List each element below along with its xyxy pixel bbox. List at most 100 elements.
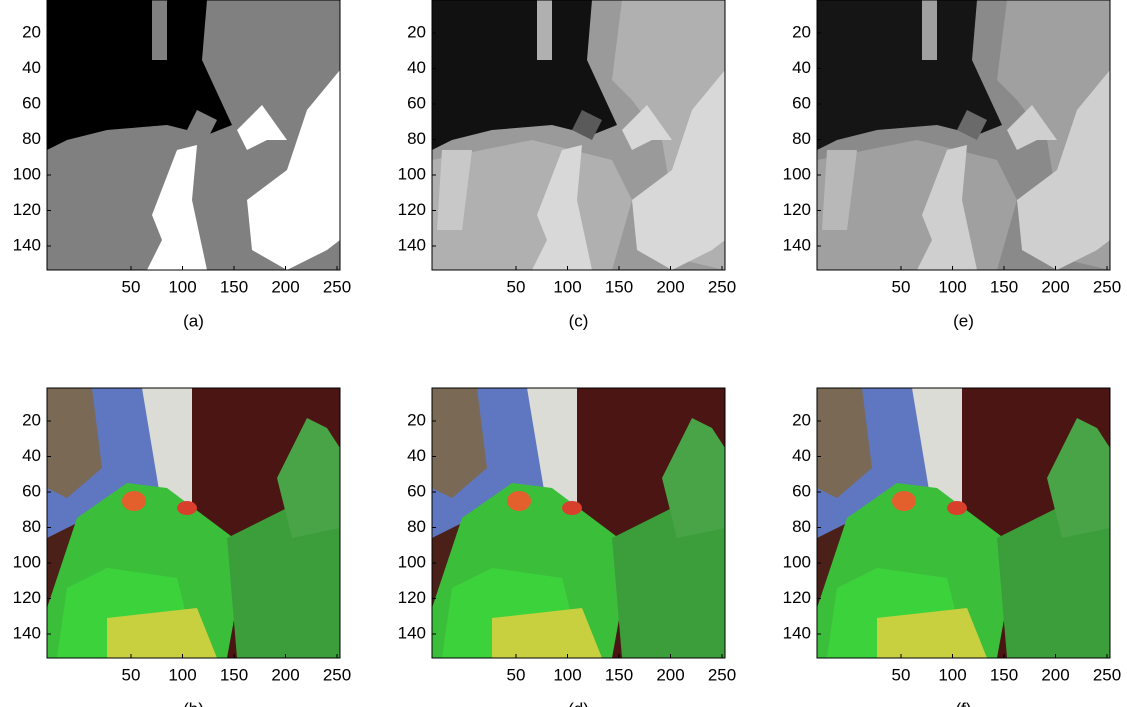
x-tick-label: 100 (553, 665, 581, 684)
y-tick-label: 140 (398, 235, 426, 254)
y-tick-label: 140 (783, 623, 811, 642)
panel-label: (c) (569, 311, 589, 330)
y-tick-label: 80 (407, 129, 426, 148)
y-tick-label: 80 (407, 517, 426, 536)
image (432, 0, 725, 270)
x-tick-label: 50 (892, 665, 911, 684)
y-tick-label: 100 (783, 552, 811, 571)
x-tick-label: 200 (271, 665, 299, 684)
y-tick-label: 100 (13, 552, 41, 571)
region (537, 0, 552, 60)
y-tick-label: 80 (792, 129, 811, 148)
page: 50 100 150 200 250 20 40 60 80 100 120 140 (a) 50 100 1… (0, 0, 1127, 707)
y-tick-label: 60 (792, 93, 811, 112)
panel-label: (d) (568, 699, 589, 707)
x-tick-label: 100 (938, 277, 966, 296)
x-tick-label: 200 (656, 665, 684, 684)
y-tick-label: 40 (407, 446, 426, 465)
x-tick-label: 150 (220, 665, 248, 684)
figure: 50 100 150 200 250 20 40 60 80 100 120 140 (a) 50 100 1… (0, 0, 1127, 707)
y-tick-label: 60 (407, 93, 426, 112)
panel: 50 100 150 200 250 20 40 60 80 100 120 140 (a) (13, 0, 352, 330)
eye (562, 501, 582, 515)
image (47, 388, 340, 658)
y-tick-label: 20 (407, 410, 426, 429)
y-tick-label: 20 (792, 410, 811, 429)
x-tick-label: 200 (271, 277, 299, 296)
eye (892, 491, 916, 511)
eye (947, 501, 967, 515)
y-tick-label: 120 (398, 588, 426, 607)
x-tick-label: 50 (122, 665, 141, 684)
x-tick-label: 50 (507, 277, 526, 296)
y-tick-label: 100 (398, 552, 426, 571)
x-tick-label: 250 (708, 277, 736, 296)
x-tick-label: 50 (122, 277, 141, 296)
image (432, 388, 725, 658)
y-tick-label: 40 (22, 58, 41, 77)
y-tick-label: 20 (792, 22, 811, 41)
y-tick-label: 140 (398, 623, 426, 642)
x-tick-label: 100 (938, 665, 966, 684)
x-tick-label: 200 (656, 277, 684, 296)
y-tick-label: 80 (22, 129, 41, 148)
y-tick-label: 100 (783, 164, 811, 183)
y-tick-label: 60 (407, 481, 426, 500)
image (47, 0, 340, 270)
panel-label: (e) (953, 311, 974, 330)
y-tick-label: 60 (22, 93, 41, 112)
x-tick-label: 100 (168, 277, 196, 296)
x-tick-label: 150 (605, 665, 633, 684)
x-tick-label: 100 (168, 665, 196, 684)
x-tick-label: 150 (990, 277, 1018, 296)
y-tick-label: 40 (22, 446, 41, 465)
x-tick-label: 250 (323, 277, 351, 296)
y-tick-label: 80 (792, 517, 811, 536)
x-tick-label: 100 (553, 277, 581, 296)
y-tick-label: 100 (13, 164, 41, 183)
eye (507, 491, 531, 511)
x-tick-label: 200 (1041, 665, 1069, 684)
panel-label: (a) (183, 311, 204, 330)
x-tick-label: 150 (990, 665, 1018, 684)
y-tick-label: 40 (792, 446, 811, 465)
region (152, 0, 167, 60)
panel: 50 100 150 200 250 20 40 60 80 100 120 140 (d) (398, 388, 737, 707)
y-tick-label: 120 (783, 200, 811, 219)
panel: 50 100 150 200 250 20 40 60 80 100 120 140 (f) (783, 388, 1122, 707)
y-tick-label: 120 (398, 200, 426, 219)
eye (122, 491, 146, 511)
y-tick-label: 140 (13, 235, 41, 254)
y-tick-label: 120 (13, 200, 41, 219)
x-tick-label: 250 (1093, 665, 1121, 684)
y-tick-label: 60 (22, 481, 41, 500)
y-tick-label: 120 (13, 588, 41, 607)
panel: 50 100 150 200 250 20 40 60 80 100 120 140 (c) (398, 0, 737, 330)
y-tick-label: 40 (792, 58, 811, 77)
x-tick-label: 250 (323, 665, 351, 684)
y-tick-label: 20 (22, 410, 41, 429)
x-tick-label: 50 (507, 665, 526, 684)
x-tick-label: 50 (892, 277, 911, 296)
y-tick-label: 140 (783, 235, 811, 254)
panel: 50 100 150 200 250 20 40 60 80 100 120 140 (e) (783, 0, 1122, 330)
image (817, 388, 1110, 658)
y-tick-label: 120 (783, 588, 811, 607)
image (817, 0, 1110, 270)
eye (177, 501, 197, 515)
y-tick-label: 100 (398, 164, 426, 183)
y-tick-label: 20 (22, 22, 41, 41)
y-tick-label: 60 (792, 481, 811, 500)
panel-label: (f) (955, 699, 971, 707)
y-tick-label: 80 (22, 517, 41, 536)
y-tick-label: 20 (407, 22, 426, 41)
x-tick-label: 200 (1041, 277, 1069, 296)
x-tick-label: 250 (708, 665, 736, 684)
region (922, 0, 937, 60)
x-tick-label: 250 (1093, 277, 1121, 296)
y-tick-label: 40 (407, 58, 426, 77)
x-tick-label: 150 (220, 277, 248, 296)
panel-label: (b) (183, 699, 204, 707)
x-tick-label: 150 (605, 277, 633, 296)
